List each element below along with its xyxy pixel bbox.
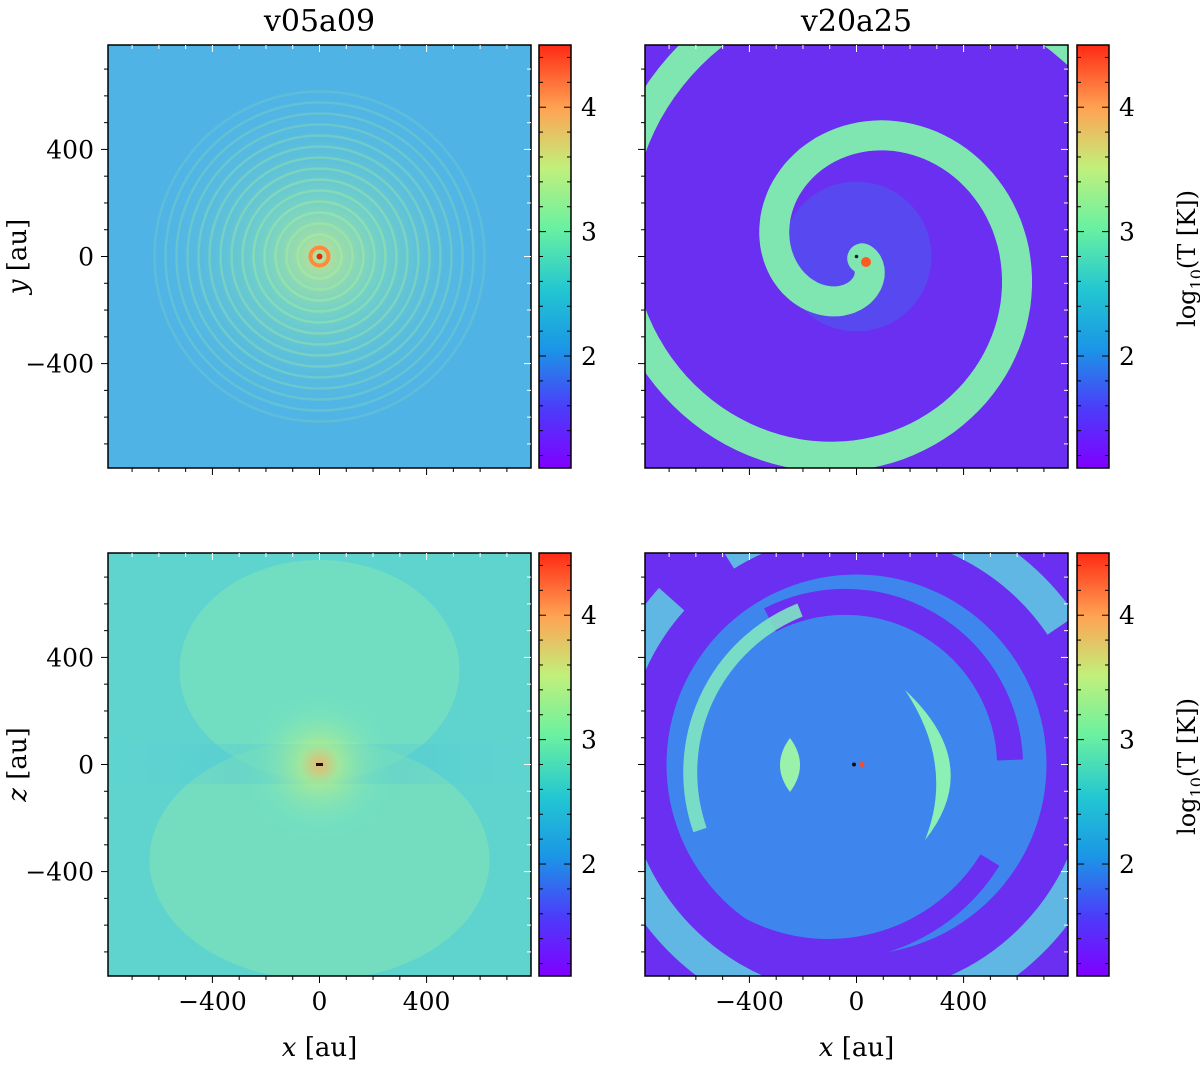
colorbar-label-main: log bbox=[1173, 289, 1200, 327]
colorbar-label-rest: (T [K]) bbox=[1173, 190, 1200, 269]
panel-v05a09-xz bbox=[108, 553, 531, 976]
panel-v05a09-xy-ring bbox=[230, 167, 409, 346]
panel-v05a09-xy-ring bbox=[219, 156, 420, 357]
panel-v05a09-xy-ring bbox=[208, 145, 431, 368]
panel-v05a09-xy-ring bbox=[252, 189, 387, 324]
panel-v20a25-xy-spiral-arm bbox=[645, 45, 1068, 468]
panel-v05a09-xy-ring bbox=[153, 90, 486, 423]
y-axis-label-var: y bbox=[3, 271, 33, 295]
colorbar-label-sub: 10 bbox=[1187, 777, 1200, 797]
panel-v05a09-xy-ring bbox=[263, 200, 376, 313]
x-axis-label: x [au] bbox=[282, 1033, 357, 1063]
colorbar-tick-label: 2 bbox=[1119, 850, 1135, 879]
panel-v05a09-xy-ring bbox=[186, 123, 453, 390]
x-axis-label-var: x bbox=[819, 1033, 842, 1063]
x-tick-label: 0 bbox=[312, 987, 328, 1016]
panel-v05a09-xz-core bbox=[316, 763, 323, 766]
y-axis-label: z [au] bbox=[3, 727, 33, 803]
x-axis-label-var: x bbox=[282, 1033, 305, 1063]
panel-v20a25-xy bbox=[645, 45, 1068, 468]
colorbar-tick-label: 4 bbox=[581, 601, 597, 630]
panel-v05a09-xy-rings bbox=[153, 90, 486, 423]
x-tick-label: 0 bbox=[849, 987, 865, 1016]
colorbar-tick-label: 4 bbox=[581, 93, 597, 122]
colorbar-tick-label: 2 bbox=[1119, 342, 1135, 371]
panel-v05a09-xy-core-ring bbox=[308, 245, 331, 268]
panel-title: v20a25 bbox=[800, 4, 912, 39]
colorbar-1 bbox=[538, 44, 572, 469]
panel-v05a09-xy-ring bbox=[241, 178, 398, 335]
x-axis-label-unit: [au] bbox=[842, 1033, 895, 1063]
panel-title: v05a09 bbox=[263, 4, 375, 39]
panel-v05a09-xz-lower-lobe bbox=[149, 740, 490, 976]
colorbar-tick-label: 4 bbox=[1119, 93, 1135, 122]
panel-v20a25-xz-outer-arc-upper bbox=[764, 588, 1023, 761]
colorbar-tick-label: 2 bbox=[581, 342, 597, 371]
y-axis-label-unit: [au] bbox=[3, 219, 33, 272]
y-tick-label: 400 bbox=[46, 643, 94, 672]
panel-v20a25-xz bbox=[645, 553, 1068, 976]
colorbar-4 bbox=[1076, 552, 1110, 977]
panel-v05a09-xy-ring bbox=[175, 112, 464, 401]
panel-v20a25-xz-core-left bbox=[852, 762, 856, 767]
x-axis-label: x [au] bbox=[819, 1033, 894, 1063]
panel-v20a25-xy-hot-spot bbox=[861, 257, 871, 267]
panel-v20a25-xz-right-crescent bbox=[905, 690, 951, 840]
panel-v20a25-xy-core bbox=[854, 254, 859, 259]
x-tick-label: −400 bbox=[715, 987, 784, 1016]
x-tick-label: −400 bbox=[178, 987, 247, 1016]
panel-v20a25-xz-outer-arc-lower bbox=[692, 854, 1000, 961]
panel-v20a25-xz-left-arc bbox=[683, 603, 803, 833]
y-tick-label: −400 bbox=[25, 350, 94, 379]
panel-v20a25-xz-inner-disk bbox=[666, 574, 1047, 955]
y-tick-label: 0 bbox=[78, 243, 94, 272]
colorbar-label-rest: (T [K]) bbox=[1173, 698, 1200, 777]
colorbar-label-main: log bbox=[1173, 797, 1200, 835]
x-tick-label: 400 bbox=[403, 987, 451, 1016]
colorbar-2 bbox=[1076, 44, 1110, 469]
colorbar-tick-label: 2 bbox=[581, 850, 597, 879]
colorbar-tick-label: 3 bbox=[1119, 218, 1135, 247]
panel-v20a25-xz-core-right bbox=[859, 762, 865, 767]
panel-v05a09-xy-ring bbox=[285, 222, 354, 291]
y-axis-label-var: z bbox=[3, 780, 33, 803]
colorbar-3 bbox=[538, 552, 572, 977]
colorbar-tick-label: 3 bbox=[1119, 726, 1135, 755]
colorbar-tick-label: 3 bbox=[581, 726, 597, 755]
y-tick-label: −400 bbox=[25, 858, 94, 887]
y-tick-label: 0 bbox=[78, 751, 94, 780]
axis-ticks bbox=[101, 45, 1109, 983]
colorbar-tick-label: 3 bbox=[581, 218, 597, 247]
panel-v05a09-xy bbox=[108, 45, 531, 468]
panel-v05a09-xy-ring bbox=[274, 211, 365, 302]
colorbar-tick-label: 4 bbox=[1119, 601, 1135, 630]
panel-v05a09-xy-ring bbox=[197, 134, 442, 379]
panel-v05a09-xz-upper-lobe bbox=[179, 560, 460, 780]
y-tick-label: 400 bbox=[46, 135, 94, 164]
panel-v05a09-xy-ring bbox=[296, 233, 343, 280]
x-tick-label: 400 bbox=[940, 987, 988, 1016]
panel-v05a09-xy-ring bbox=[164, 101, 475, 412]
colorbar-label: log10(T [K]) bbox=[1173, 698, 1200, 835]
panel-v05a09-xy-core bbox=[316, 253, 323, 260]
colorbar-label: log10(T [K]) bbox=[1173, 190, 1200, 327]
y-axis-label-unit: [au] bbox=[3, 727, 33, 780]
y-axis-label: y [au] bbox=[3, 219, 33, 296]
panel-v20a25-xz-left-crescent bbox=[780, 738, 800, 792]
x-axis-label-unit: [au] bbox=[305, 1033, 358, 1063]
colorbar-label-sub: 10 bbox=[1187, 269, 1200, 289]
